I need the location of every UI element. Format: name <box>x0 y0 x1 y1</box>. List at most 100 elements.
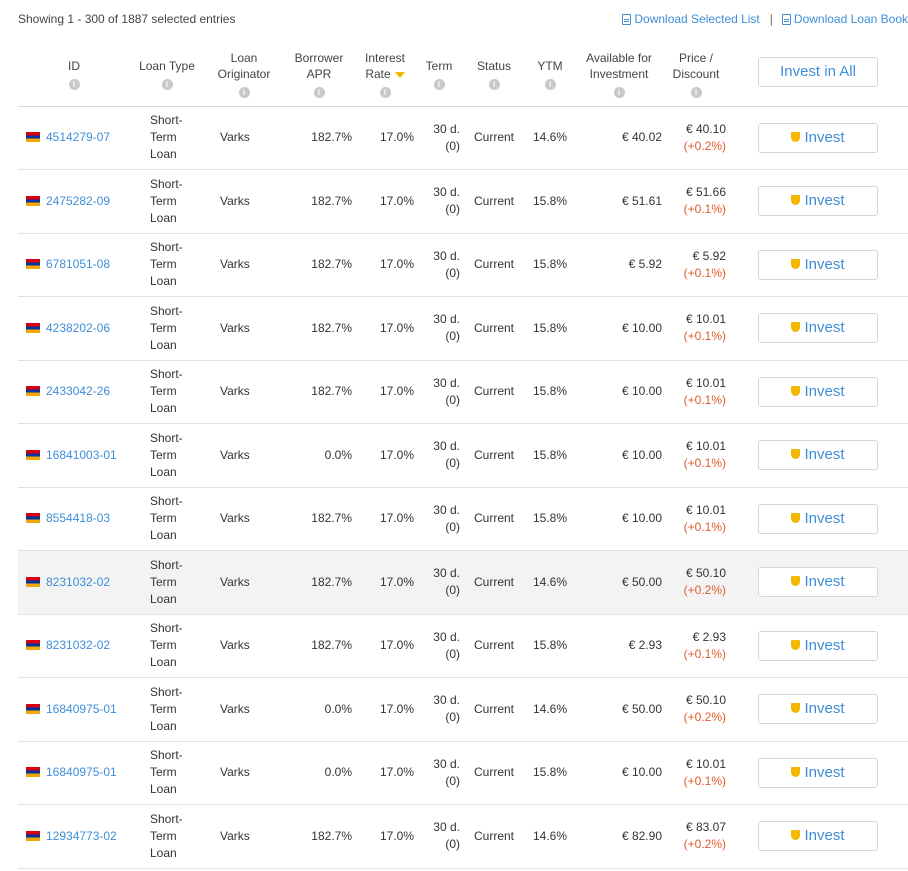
action-cell: Invest <box>728 551 908 615</box>
armenia-flag-icon <box>26 386 40 397</box>
invest-button[interactable]: Invest <box>758 503 878 534</box>
interest-rate-cell: 17.0% <box>379 765 414 780</box>
loan-id-link[interactable]: 8231032-02 <box>46 638 111 653</box>
loan-type-cell: Short-Term Loan <box>150 748 183 797</box>
term-days: 30 d. <box>433 439 460 454</box>
invest-button[interactable]: Invest <box>758 249 878 280</box>
loan-id-link[interactable]: 4238202-06 <box>46 320 111 335</box>
download-loan-book-link[interactable]: Download Loan Book <box>781 12 908 26</box>
col-originator[interactable]: Loan Originator i <box>204 44 284 107</box>
armenia-flag-icon <box>26 830 40 841</box>
info-icon[interactable]: i <box>379 87 391 99</box>
info-icon[interactable]: i <box>238 87 250 99</box>
table-row[interactable]: 16840975-01 Short-Term Loan Varks 0.0% 17.0%… <box>18 741 908 805</box>
info-icon[interactable]: i <box>544 79 556 91</box>
info-icon[interactable]: i <box>161 79 173 91</box>
term-days: 30 d. <box>433 375 460 390</box>
price-cell: € 83.07 (+0.2%) <box>664 805 728 869</box>
loan-id-link[interactable]: 16841003-01 <box>46 447 117 462</box>
loan-type-cell: Short-Term Loan <box>150 240 183 289</box>
col-ytm[interactable]: YTM i <box>526 44 574 107</box>
invest-in-all-button[interactable]: Invest in All <box>758 56 878 87</box>
status-cell: Current <box>473 257 514 272</box>
table-row[interactable]: 4238202-06 Short-Term Loan Varks 182.7% 17.0… <box>18 297 908 361</box>
table-row[interactable]: 8554418-03 Short-Term Loan Varks 182.7% 17.0… <box>18 487 908 551</box>
shield-icon <box>791 576 801 587</box>
loan-id-link[interactable]: 6781051-08 <box>46 257 111 272</box>
col-status[interactable]: Status i <box>462 44 526 107</box>
loan-id-link[interactable]: 8231032-02 <box>46 574 111 589</box>
info-icon[interactable]: i <box>433 79 445 91</box>
interest-rate-cell: 17.0% <box>379 511 414 526</box>
status-cell: Current <box>473 384 514 399</box>
invest-button[interactable]: Invest <box>758 757 878 788</box>
loan-id-cell: 4238202-06 <box>18 297 130 361</box>
table-row[interactable]: 16840975-01 Short-Term Loan Varks 0.0% 17.0%… <box>18 678 908 741</box>
col-id[interactable]: ID i <box>18 44 130 107</box>
loan-id-link[interactable]: 16840975-01 <box>46 701 117 716</box>
action-cell: Invest <box>728 106 908 170</box>
table-row[interactable]: 8231032-02 Short-Term Loan Varks 182.7% 17.0… <box>18 550 908 615</box>
invest-button[interactable]: Invest <box>758 440 878 471</box>
loan-id-cell: 8231032-02 <box>18 614 130 678</box>
table-row[interactable]: 2433042-26 Short-Term Loan Varks 182.7% 17.0… <box>18 360 908 424</box>
originator-cell: Varks <box>220 257 250 272</box>
action-cell: Invest <box>728 233 908 297</box>
loan-id-link[interactable]: 16840975-01 <box>46 765 117 780</box>
term-extension: (0) <box>445 583 460 598</box>
sort-desc-icon[interactable] <box>394 72 405 79</box>
loan-id-link[interactable]: 2433042-26 <box>46 384 111 399</box>
ytm-cell: 15.8% <box>532 384 568 399</box>
col-price[interactable]: Price / Discount i <box>664 44 728 107</box>
info-icon[interactable]: i <box>68 79 80 91</box>
invest-button[interactable]: Invest <box>758 694 878 725</box>
loan-id-link[interactable]: 2475282-09 <box>46 193 111 208</box>
table-row[interactable]: 4514279-07 Short-Term Loan Varks 182.7% 17.0… <box>18 106 908 170</box>
download-book-label: Download Loan Book <box>793 12 908 26</box>
term-extension: (0) <box>445 773 460 788</box>
col-loan-type[interactable]: Loan Type i <box>130 44 204 107</box>
download-selected-link[interactable]: Download Selected List <box>622 12 760 26</box>
ytm-cell: 15.8% <box>532 257 568 272</box>
col-apr[interactable]: Borrower APR i <box>284 44 354 107</box>
price-value: € 10.01 <box>685 502 726 517</box>
apr-cell: 182.7% <box>311 384 352 399</box>
loan-id-link[interactable]: 4514279-07 <box>46 130 111 145</box>
ytm-cell: 15.8% <box>532 193 568 208</box>
invest-button[interactable]: Invest <box>758 186 878 217</box>
loan-id-link[interactable]: 8554418-03 <box>46 511 111 526</box>
invest-button[interactable]: Invest <box>758 567 878 598</box>
originator-cell: Varks <box>220 638 250 653</box>
loan-id-cell: 2475282-09 <box>18 170 130 234</box>
info-icon[interactable]: i <box>488 79 500 91</box>
info-icon[interactable]: i <box>613 87 625 99</box>
invest-label: Invest <box>804 382 845 400</box>
price-cell: € 51.66 (+0.1%) <box>664 170 728 234</box>
info-icon[interactable]: i <box>690 87 702 99</box>
invest-label: Invest <box>804 573 845 591</box>
col-term[interactable]: Term i <box>416 44 462 107</box>
shield-icon <box>791 385 801 396</box>
status-cell: Current <box>473 447 514 462</box>
table-row[interactable]: 12934773-02 Short-Term Loan Varks 182.7% 17.… <box>18 805 908 869</box>
loan-id-link[interactable]: 12934773-02 <box>46 828 117 843</box>
table-row[interactable]: 2475282-09 Short-Term Loan Varks 182.7% 17.0… <box>18 170 908 234</box>
price-value: € 10.01 <box>685 756 726 771</box>
price-cell: € 10.01 (+0.1%) <box>664 424 728 488</box>
price-value: € 10.01 <box>685 312 726 327</box>
info-icon[interactable]: i <box>313 87 325 99</box>
invest-button[interactable]: Invest <box>758 630 878 661</box>
discount-value: (+0.2%) <box>683 583 726 598</box>
invest-button[interactable]: Invest <box>758 122 878 153</box>
invest-button[interactable]: Invest <box>758 313 878 344</box>
col-interest-rate[interactable]: Interest Rate i <box>354 44 416 107</box>
table-row[interactable]: 6781051-08 Short-Term Loan Varks 182.7% 17.0… <box>18 233 908 297</box>
table-row[interactable]: 8231032-02 Short-Term Loan Varks 182.7% 17.0… <box>18 614 908 678</box>
invest-button[interactable]: Invest <box>758 821 878 852</box>
invest-button[interactable]: Invest <box>758 376 878 407</box>
table-row[interactable]: 16841003-01 Short-Term Loan Varks 0.0% 17.0%… <box>18 424 908 488</box>
interest-rate-cell: 17.0% <box>379 638 414 653</box>
invest-label: Invest <box>804 192 845 210</box>
col-available[interactable]: Available for Investment i <box>574 44 664 107</box>
loan-type-cell: Short-Term Loan <box>150 684 183 733</box>
